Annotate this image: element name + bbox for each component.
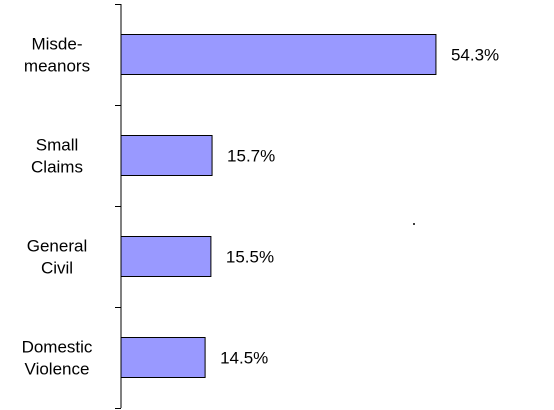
data-label: 54.3%: [451, 45, 499, 64]
data-labels: 54.3% 15.7% 15.5% 14.5%: [220, 45, 499, 367]
data-label: 15.5%: [226, 247, 274, 266]
bar: [120, 236, 212, 277]
category-label: Domestic Violence: [22, 337, 93, 378]
category-label: Small Claims: [31, 135, 83, 176]
category-axis: [115, 4, 122, 409]
category-label: General Civil: [27, 236, 87, 277]
data-label: 15.7%: [227, 146, 275, 165]
bar: [120, 34, 437, 75]
category-labels: Misde-meanors Small Claims General Civil Dome…: [22, 34, 93, 378]
data-label: 14.5%: [220, 348, 268, 367]
bar: [120, 337, 206, 378]
category-label: Misde-meanors: [24, 34, 90, 75]
bar: [120, 135, 213, 176]
stray-dot: [413, 223, 415, 225]
bars: [120, 34, 437, 378]
